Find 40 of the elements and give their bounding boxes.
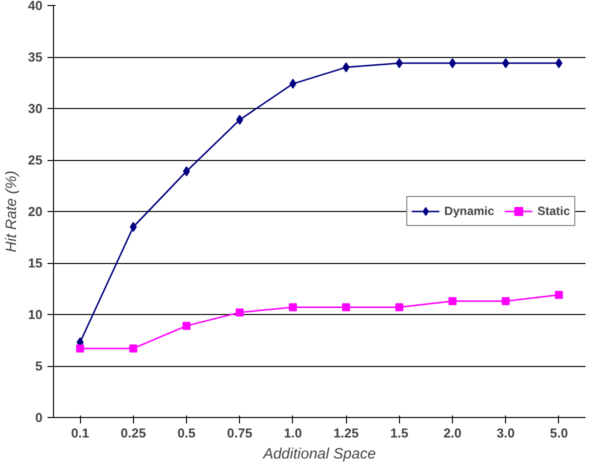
point <box>129 344 138 352</box>
y-tick-label: 0 <box>35 410 43 425</box>
point <box>555 58 562 68</box>
point <box>236 308 244 316</box>
point <box>130 222 137 232</box>
x-tick-label: 0.75 <box>227 426 252 440</box>
y-tick-label: 35 <box>28 50 43 64</box>
x-tick-label: 0.5 <box>177 426 196 440</box>
point <box>342 62 350 72</box>
legend-label: Static <box>537 204 570 218</box>
y-axis-title: Hit Rate (%) <box>3 170 20 252</box>
y-tick-label: 25 <box>28 152 43 168</box>
y-tick-label: 15 <box>28 256 43 270</box>
x-tick-label: 1.25 <box>333 426 359 440</box>
point <box>76 344 84 352</box>
x-tick-label: 0.25 <box>120 426 146 440</box>
point <box>554 290 563 299</box>
x-tick-label: 3.0 <box>496 426 515 440</box>
y-tick-label: 5 <box>35 358 43 374</box>
point <box>502 297 510 306</box>
point <box>182 322 190 330</box>
y-tick-label: 10 <box>28 307 43 322</box>
point <box>395 303 404 312</box>
point <box>289 78 296 89</box>
y-tick-label: 30 <box>28 101 43 116</box>
point <box>502 58 510 68</box>
x-tick-label: 1.5 <box>390 426 408 440</box>
x-tick-label: 5.0 <box>550 426 568 440</box>
point <box>396 58 403 68</box>
x-tick-label: 1.0 <box>284 426 302 440</box>
y-tick-label: 40 <box>28 0 43 13</box>
point <box>288 303 297 312</box>
x-axis-title: Additional Space <box>262 446 376 462</box>
point <box>342 303 350 312</box>
point <box>236 114 244 125</box>
legend-label: Dynamic <box>444 204 494 218</box>
point <box>448 297 456 306</box>
x-tick-label: 2.0 <box>443 426 462 440</box>
x-tick-label: 0.1 <box>71 426 90 440</box>
y-tick-label: 20 <box>28 204 43 219</box>
